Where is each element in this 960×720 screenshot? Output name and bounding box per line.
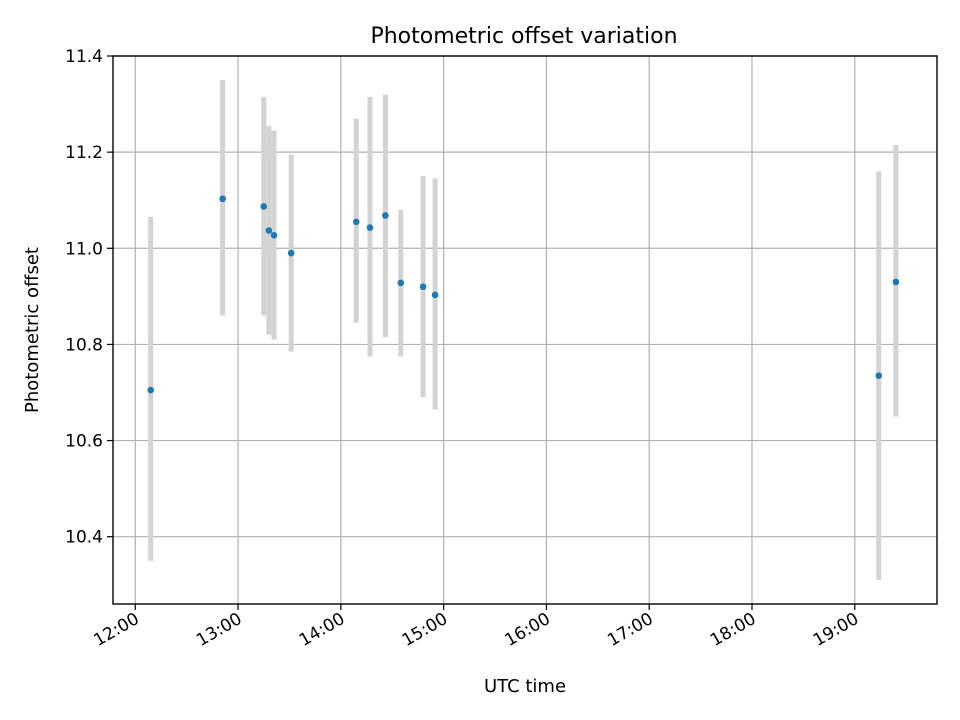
x-tick-label: 18:00	[707, 609, 759, 651]
data-point	[219, 195, 226, 203]
y-axis-ticks: 10.4 10.6 10.8 11.0 11.2 11.4	[65, 47, 113, 548]
data-point	[352, 218, 360, 226]
x-tick-label: 14:00	[296, 609, 348, 651]
y-tick-label: 11.2	[65, 143, 103, 163]
x-axis-ticks: 12:00 13:00 14:00 15:00 16:00 17:00 18:00 19:00	[90, 604, 862, 651]
data-point	[287, 249, 295, 257]
grid	[113, 55, 937, 604]
data-point	[265, 227, 273, 234]
y-tick-label: 10.4	[65, 528, 103, 548]
data-point	[419, 283, 427, 291]
data-point	[892, 278, 900, 286]
data-point	[270, 232, 278, 239]
x-axis-label: UTC time	[484, 676, 566, 697]
y-axis-label: Photometric offset	[22, 247, 43, 413]
y-tick-label: 11.0	[65, 239, 103, 259]
data-point	[382, 212, 389, 219]
data-point	[366, 224, 374, 231]
y-tick-label: 10.6	[65, 432, 103, 452]
y-tick-label: 11.4	[65, 47, 103, 67]
data-point	[147, 386, 154, 394]
x-tick-label: 16:00	[501, 609, 553, 651]
data-point	[875, 372, 883, 379]
data-point	[431, 291, 439, 299]
data-point	[397, 279, 405, 287]
x-tick-label: 19:00	[810, 609, 862, 651]
x-tick-label: 17:00	[604, 609, 656, 651]
plot-frame	[112, 55, 938, 605]
x-tick-label: 12:00	[90, 609, 142, 651]
chart-title: Photometric offset variation	[370, 24, 677, 49]
y-tick-label: 10.8	[65, 335, 103, 355]
data-points	[147, 195, 900, 394]
x-tick-label: 15:00	[399, 609, 451, 651]
x-tick-label: 13:00	[193, 609, 245, 651]
data-point	[260, 203, 268, 210]
error-bars	[148, 80, 899, 580]
